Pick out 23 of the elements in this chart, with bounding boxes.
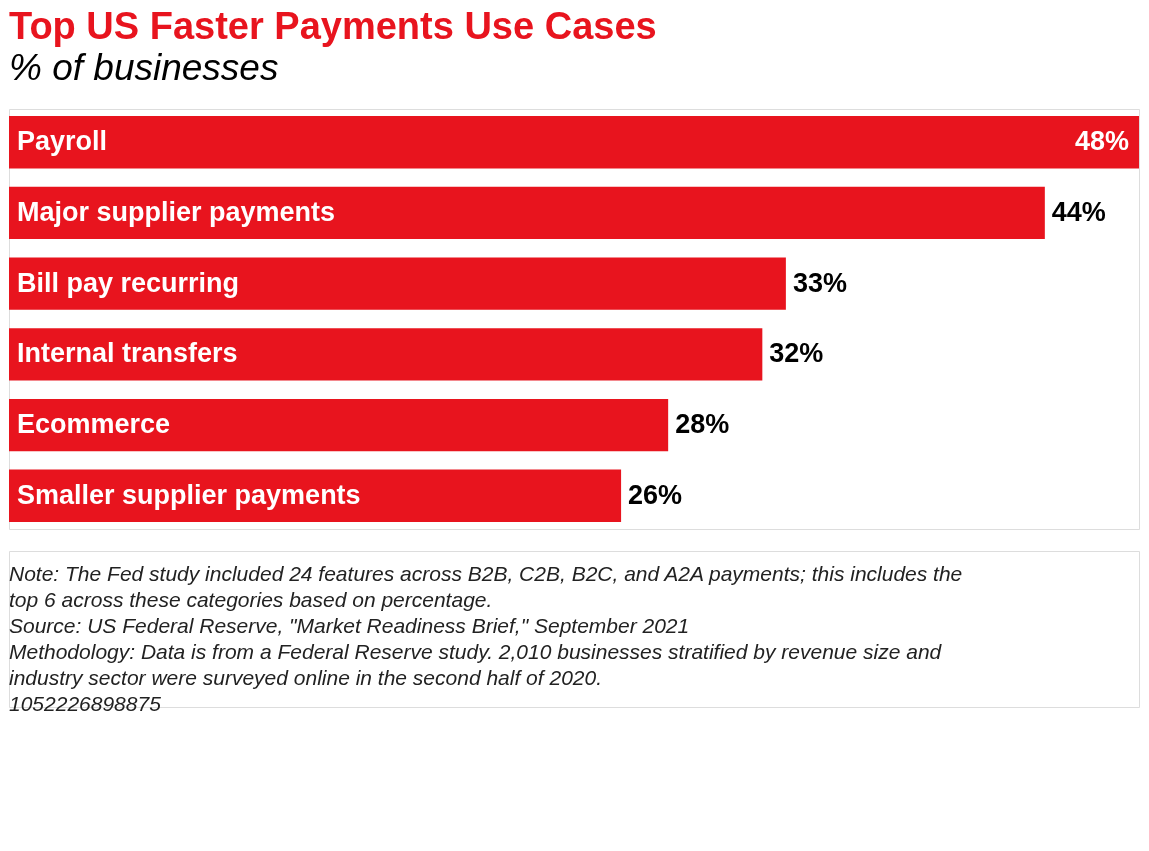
bar [9,257,786,310]
data-label: 44% [1051,196,1106,227]
bar [9,328,763,381]
chart-title: Top US Faster Payments Use Cases [9,5,657,47]
text: Methodology: Data is from a Federal Reserve study. 2,010 businesses stratified by revenue size and industry sector were surveyed online in the second half of 2020. [9,640,943,689]
data-label: 33% [792,267,847,298]
bar [9,186,1045,240]
data-label: 48% [1074,126,1129,157]
bar [9,398,669,452]
y-tick-label: Bill pay recurring [17,267,240,298]
y-tick-label: Major supplier payments [17,196,336,227]
text: Note: The Fed study included 24 features across B2B, C2B, B2C, and A2A payments; this includes the top 6 across these categories based on percentage. [9,562,963,611]
y-tick-label: Smaller supplier payments [17,479,361,510]
bar [9,116,1139,169]
source-note: Source: US Federal Reserve, "Market Readiness Brief," September 2021 [9,614,690,637]
data-label: 28% [675,409,730,440]
y-tick-label: Internal transfers [17,338,238,369]
text: 1052226898875 [9,692,162,715]
y-tick-label: Payroll [17,126,108,157]
data-label: 26% [628,479,683,510]
data-label: 32% [769,338,824,369]
y-tick-label: Ecommerce [17,409,171,440]
chart-subtitle: % of businesses [9,47,279,88]
